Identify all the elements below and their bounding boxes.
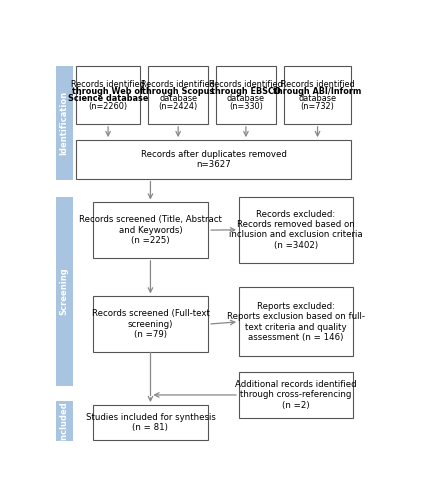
Text: database: database	[227, 94, 265, 103]
Text: (n=2260): (n=2260)	[88, 102, 128, 110]
Text: Screening: Screening	[60, 268, 69, 316]
Text: Records screened (Full-text
screening)
(n =79): Records screened (Full-text screening) (…	[91, 309, 210, 339]
Text: database: database	[298, 94, 337, 103]
Bar	[56, 401, 73, 441]
Bar	[216, 66, 276, 124]
Text: through Web of: through Web of	[72, 87, 144, 96]
Text: Records identified: Records identified	[209, 80, 283, 88]
Text: (n=732): (n=732)	[300, 102, 334, 110]
Text: Reports excluded:
Reports exclusion based on full-
text criteria and quality
ass: Reports excluded: Reports exclusion base…	[227, 302, 365, 342]
Bar	[283, 66, 351, 124]
Text: Studies included for synthesis
(n = 81): Studies included for synthesis (n = 81)	[85, 413, 215, 432]
Text: Records screened (Title, Abstract
and Keywords)
(n =225): Records screened (Title, Abstract and Ke…	[79, 216, 222, 245]
Text: Records excluded:
Records removed based on
inclusion and exclusion criteria
(n =: Records excluded: Records removed based …	[229, 210, 363, 250]
Text: Science database: Science database	[68, 94, 148, 103]
Bar	[93, 202, 208, 258]
Bar	[148, 66, 208, 124]
Bar	[76, 140, 351, 178]
Bar	[76, 66, 140, 124]
Text: Records identified: Records identified	[71, 80, 145, 88]
Text: through EBSCO: through EBSCO	[211, 87, 281, 96]
Text: (n=2424): (n=2424)	[159, 102, 198, 110]
Text: Additional records identified
through cross-referencing
(n =2): Additional records identified through cr…	[235, 380, 357, 410]
Text: database: database	[159, 94, 197, 103]
Text: through ABI/Inform: through ABI/Inform	[273, 87, 362, 96]
Text: (n=330): (n=330)	[229, 102, 263, 110]
Bar	[93, 296, 208, 352]
Bar	[239, 372, 353, 418]
Text: Records identified: Records identified	[280, 80, 354, 88]
Bar	[56, 197, 73, 386]
Text: Records after duplicates removed
n=3627: Records after duplicates removed n=3627	[141, 150, 286, 169]
Text: Identification: Identification	[60, 91, 69, 155]
Bar	[93, 405, 208, 440]
Text: Included: Included	[60, 401, 69, 442]
Bar	[239, 197, 353, 262]
Bar	[239, 287, 353, 356]
Text: Records identified: Records identified	[141, 80, 215, 88]
Text: through Scopus: through Scopus	[142, 87, 214, 96]
Bar	[56, 66, 73, 180]
